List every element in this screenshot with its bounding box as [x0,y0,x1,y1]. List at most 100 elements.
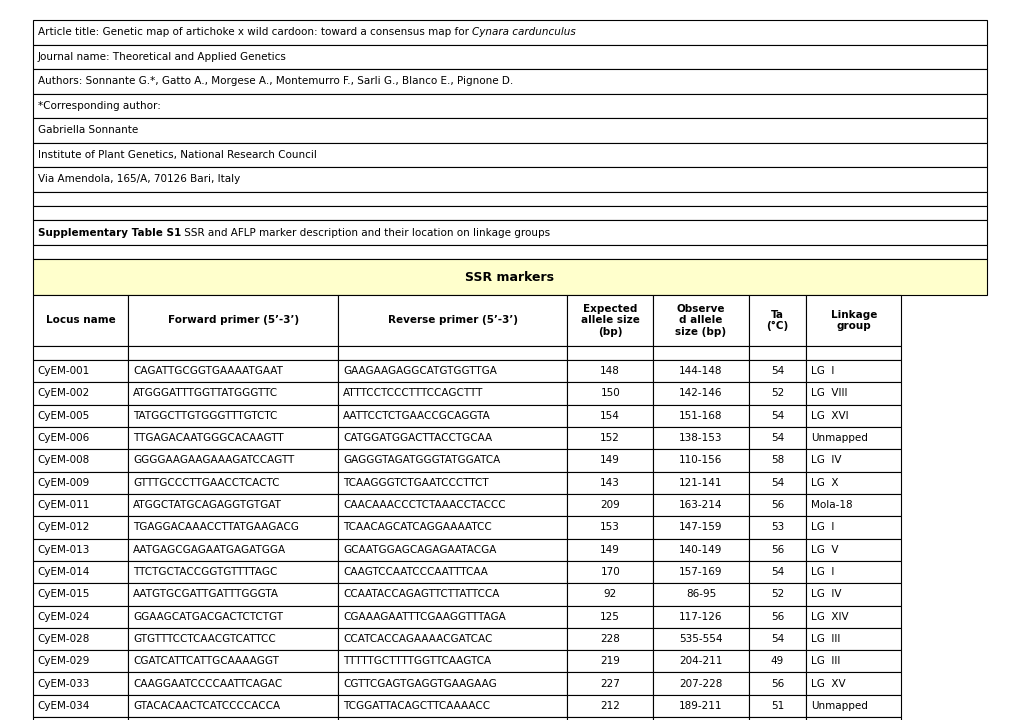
Text: 189-211: 189-211 [679,701,722,711]
Bar [805,427,901,449]
Bar [805,516,901,539]
Bar [338,516,567,539]
Bar [128,539,338,561]
Bar [33,20,986,45]
Bar [33,346,128,360]
Text: 54: 54 [770,634,784,644]
Text: CCATCACCAGAAAACGATCAC: CCATCACCAGAAAACGATCAC [343,634,492,644]
Bar [33,220,986,245]
Text: GGGGAAGAAGAAAGATCCAGTT: GGGGAAGAAGAAAGATCCAGTT [133,456,294,465]
Bar [805,449,901,472]
Text: TTGAGACAATGGGCACAAGTT: TTGAGACAATGGGCACAAGTT [133,433,283,443]
Bar [748,346,805,360]
Bar [567,382,652,405]
Text: TCAAGGGTCTGAATCCCTTCT: TCAAGGGTCTGAATCCCTTCT [343,478,488,487]
Bar [338,494,567,516]
Text: Unmapped: Unmapped [810,433,867,443]
Text: TCGGATTACAGCTTCAAAACC: TCGGATTACAGCTTCAAAACC [343,701,490,711]
Text: 54: 54 [770,411,784,420]
Text: CGAAAGAATTTCGAAGGTTTAGA: CGAAAGAATTTCGAAGGTTTAGA [343,612,505,621]
Bar [652,672,748,695]
Bar [652,695,748,717]
Text: 149: 149 [600,545,620,554]
Bar [338,672,567,695]
Bar [338,606,567,628]
Bar [33,45,986,69]
Text: 152: 152 [600,433,620,443]
Bar [805,539,901,561]
Text: CyEM-001: CyEM-001 [38,366,90,376]
Text: 150: 150 [600,389,620,398]
Bar [652,382,748,405]
Bar [33,449,128,472]
Text: TTTTTGCTTTTGGTTCAAGTCA: TTTTTGCTTTTGGTTCAAGTCA [343,657,491,666]
Text: Locus name: Locus name [46,315,115,325]
Text: AATGAGCGAGAATGAGATGGA: AATGAGCGAGAATGAGATGGA [133,545,286,554]
Text: 121-141: 121-141 [679,478,722,487]
Text: 92: 92 [603,590,616,599]
Bar [128,382,338,405]
Text: Expected
allele size
(bp): Expected allele size (bp) [580,304,639,337]
Text: 58: 58 [770,456,784,465]
Bar [338,583,567,606]
Bar [748,295,805,346]
Bar [338,628,567,650]
Bar [33,405,128,427]
Text: CyEM-033: CyEM-033 [38,679,90,688]
Text: 163-214: 163-214 [679,500,722,510]
Bar [338,295,567,346]
Text: 138-153: 138-153 [679,433,722,443]
Bar [338,472,567,494]
Bar [567,472,652,494]
Bar [128,628,338,650]
Bar [128,494,338,516]
Bar [33,360,128,382]
Text: Gabriella Sonnante: Gabriella Sonnante [38,125,138,135]
Text: CyEM-015: CyEM-015 [38,590,90,599]
Text: 117-126: 117-126 [679,612,722,621]
Text: ATGGGATTTGGTTATGGGTTC: ATGGGATTTGGTTATGGGTTC [133,389,278,398]
Text: CAACAAACCCTCTAAACCTACCC: CAACAAACCCTCTAAACCTACCC [343,500,505,510]
Bar [128,672,338,695]
Text: 209: 209 [600,500,620,510]
Text: 110-156: 110-156 [679,456,721,465]
Text: LG  VIII: LG VIII [810,389,847,398]
Bar [33,606,128,628]
Bar [805,583,901,606]
Bar [128,472,338,494]
Text: 144-148: 144-148 [679,366,722,376]
Bar [33,628,128,650]
Bar [128,516,338,539]
Text: Observe
d allele
size (bp): Observe d allele size (bp) [675,304,726,337]
Text: CyEM-006: CyEM-006 [38,433,90,443]
Bar [33,472,128,494]
Bar [805,382,901,405]
Text: CyEM-012: CyEM-012 [38,523,90,532]
Text: TCAACAGCATCAGGAAAATCC: TCAACAGCATCAGGAAAATCC [343,523,491,532]
Text: CGATCATTCATTGCAAAAGGT: CGATCATTCATTGCAAAAGGT [133,657,279,666]
Text: 54: 54 [770,478,784,487]
Bar [652,606,748,628]
Text: AATGTGCGATTGATTTGGGTA: AATGTGCGATTGATTTGGGTA [133,590,279,599]
Text: GAAGAAGAGGCATGTGGTTGA: GAAGAAGAGGCATGTGGTTGA [343,366,496,376]
Text: Mola-18: Mola-18 [810,500,852,510]
Text: 56: 56 [770,545,784,554]
Bar [33,259,986,295]
Text: LG  III: LG III [810,657,840,666]
Bar [748,650,805,672]
Bar [128,405,338,427]
Text: 52: 52 [770,590,784,599]
Bar [805,606,901,628]
Text: 142-146: 142-146 [679,389,722,398]
Text: *Corresponding author:: *Corresponding author: [38,101,160,111]
Bar [33,561,128,583]
Bar [652,346,748,360]
Bar [567,717,652,720]
Text: LG  V: LG V [810,545,838,554]
Bar [338,382,567,405]
Text: Reverse primer (5’-3’): Reverse primer (5’-3’) [387,315,518,325]
Bar [33,583,128,606]
Bar [128,449,338,472]
Text: 227: 227 [600,679,620,688]
Bar [567,427,652,449]
